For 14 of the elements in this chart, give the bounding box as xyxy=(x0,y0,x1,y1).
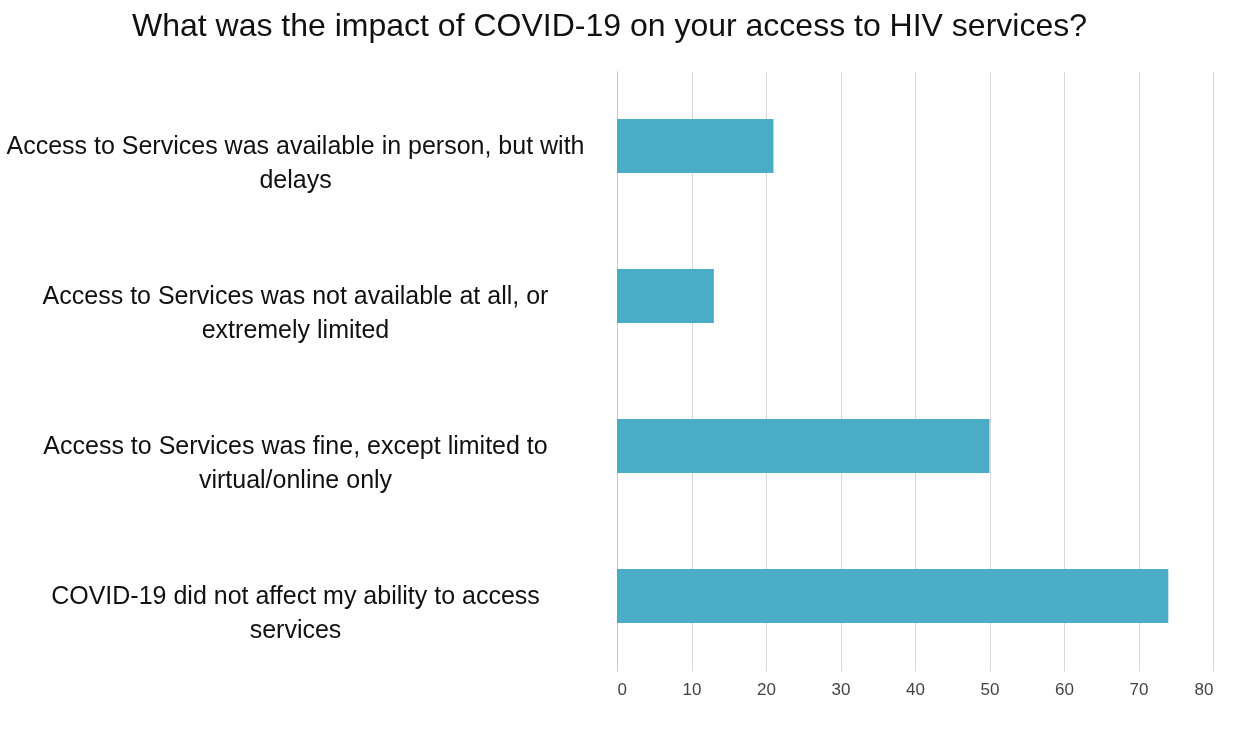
x-tick-label: 10 xyxy=(682,679,702,699)
x-tick-label: 50 xyxy=(980,679,1000,699)
y-tick-label: Access to Services was available in person, but with delays xyxy=(6,131,585,193)
chart-title: What was the impact of COVID-19 on your access to HIV services? xyxy=(131,7,1087,43)
x-tick-label: 0 xyxy=(617,679,627,699)
x-tick-label: 20 xyxy=(757,679,776,699)
x-tick-label: 30 xyxy=(831,679,851,699)
x-tick-label: 70 xyxy=(1129,679,1149,699)
y-tick-label: Access to Services was fine, except limited to virtual/online only xyxy=(43,431,548,493)
x-tick-label: 40 xyxy=(906,679,925,699)
y-tick-label: COVID-19 did not affect my ability to access services xyxy=(51,581,540,643)
x-tick-label: 80 xyxy=(1194,679,1214,699)
y-tick-label: Access to Services was not available at all, or extremely limited xyxy=(42,281,549,343)
x-tick-label: 60 xyxy=(1055,679,1074,699)
